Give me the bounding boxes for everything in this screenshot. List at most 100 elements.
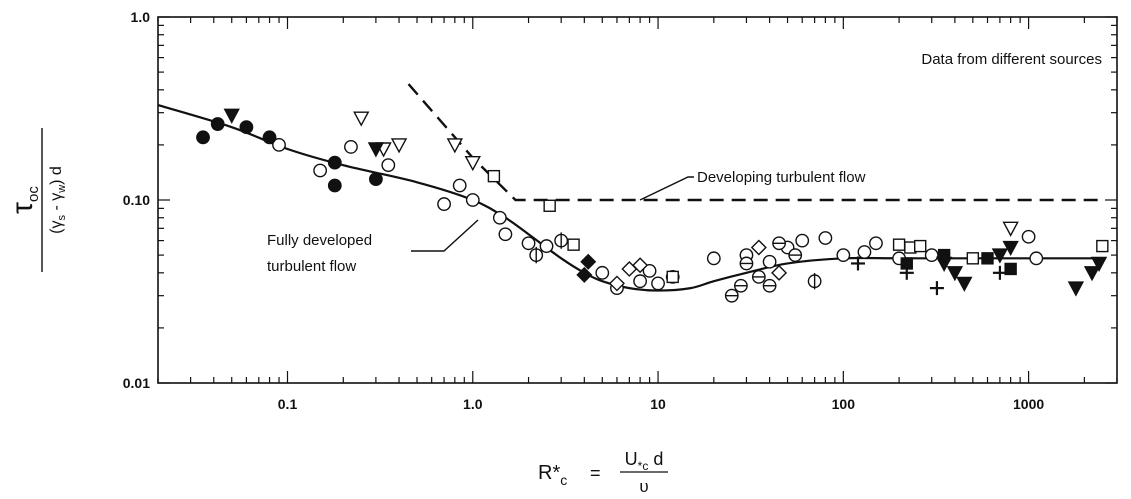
marker-open-circle [344,140,358,154]
marker-open-circle [857,245,872,259]
marker-filled-triangle-down [1067,281,1085,297]
annotation-fully-line2: turbulent flow [267,258,356,275]
marker-filled-circle [262,130,277,145]
marker-circle-hline [788,248,803,262]
marker-filled-triangle-down [956,276,973,292]
marker-open-triangle-down [353,111,370,127]
marker-filled-circle [327,155,342,170]
marker-circle-vline [807,272,822,290]
annotation-developing: Developing turbulent flow [639,169,866,201]
annotation-developing-text: Developing turbulent flow [697,169,866,186]
marker-open-triangle-down [1002,221,1019,237]
marker-filled-square [1004,262,1017,276]
marker-filled-circle [196,130,210,145]
marker-filled-triangle-down [223,108,240,124]
tick-labels: 0.1 1.0 10 100 1000 0.01 0.10 1.0 [123,9,1045,412]
marker-open-square [1096,239,1109,253]
marker-open-circle [869,236,883,251]
marker-circle-hline [733,278,748,293]
marker-filled-circle [327,178,342,193]
marker-circle-vline [554,232,569,249]
x-label-numerator: U*c d [625,449,664,473]
x-label-lhs: R*c [538,462,567,488]
marker-filled-triangle-down [1083,266,1101,282]
marker-open-triangle-down [464,155,481,172]
x-label-equals: = [590,463,601,483]
marker-open-circle [437,197,451,211]
marker-filled-diamond [580,253,597,270]
marker-circle-hline [762,278,777,293]
marker-filled-square [981,252,994,265]
marker-circle-hline [739,256,754,271]
marker-open-circle [539,239,554,253]
marker-open-circle [795,233,810,248]
annotation-fully-developed: Fully developed turbulent flow [267,219,479,275]
marker-plus [850,256,865,271]
marker-filled-triangle-down [991,248,1009,264]
data-markers [196,108,1109,303]
marker-open-triangle-down [446,138,463,154]
marker-open-circle [595,265,610,280]
marker-open-circle [762,254,777,269]
marker-open-circle [492,210,507,225]
marker-filled-triangle-down [1002,240,1019,256]
plot-frame [157,16,1118,384]
marker-filled-circle [369,172,383,187]
x-tick-label: 0.1 [278,396,298,412]
marker-open-circle [452,178,467,193]
marker-filled-square [937,248,951,262]
x-tick-label: 10 [650,396,666,412]
marker-circle-hline [751,269,766,284]
y-axis-label: τoc (γs - γw) d [6,128,68,272]
marker-open-circle [836,248,851,262]
marker-filled-circle [239,120,254,135]
marker-filled-triangle-down [946,266,964,282]
marker-open-diamond [608,275,625,292]
marker-open-circle [498,227,513,242]
marker-open-circle [1021,229,1036,244]
marker-open-circle [272,138,286,152]
x-tick-label: 100 [832,396,856,412]
marker-open-circle [381,158,396,173]
marker-open-square [487,169,501,183]
marker-open-circle [633,274,647,289]
marker-open-circle [1029,251,1044,266]
marker-open-diamond [632,257,649,274]
tick-marks [157,16,1118,384]
marker-open-square [892,238,906,251]
marker-open-triangle-down [390,138,408,154]
marker-circle-hline [724,288,739,303]
marker-open-square [567,238,580,251]
marker-open-diamond [750,239,767,256]
marker-plus [992,265,1007,280]
marker-open-square [914,239,927,253]
x-tick-label: 1.0 [463,396,483,412]
marker-open-circle [642,263,657,278]
marker-open-circle [706,251,721,266]
marker-filled-triangle-down [367,142,385,158]
marker-circle-hline [772,236,786,251]
marker-open-circle [521,236,536,251]
marker-plus [929,281,944,296]
y-label-numerator: τoc [6,186,42,214]
marker-open-circle [465,193,480,207]
marker-open-square [966,252,980,265]
marker-open-square [543,199,556,212]
marker-filled-circle [210,117,225,131]
y-label-denominator: (γs - γw) d [48,166,68,234]
marker-open-circle [924,248,939,262]
y-tick-label: 0.10 [123,192,150,208]
marker-plus [899,265,914,280]
x-label-denominator: υ [639,477,648,496]
legend-note: Data from different sources [921,51,1102,68]
marker-open-circle [313,163,328,178]
marker-open-diamond [771,264,788,281]
marker-filled-triangle-down [1090,256,1108,272]
y-tick-label: 1.0 [131,9,151,25]
marker-open-circle [651,276,665,291]
annotation-fully-line1: Fully developed [267,232,372,249]
x-tick-label: 1000 [1013,396,1044,412]
marker-open-square [666,270,679,284]
marker-open-circle [818,231,833,245]
marker-circle-vline [529,246,544,264]
